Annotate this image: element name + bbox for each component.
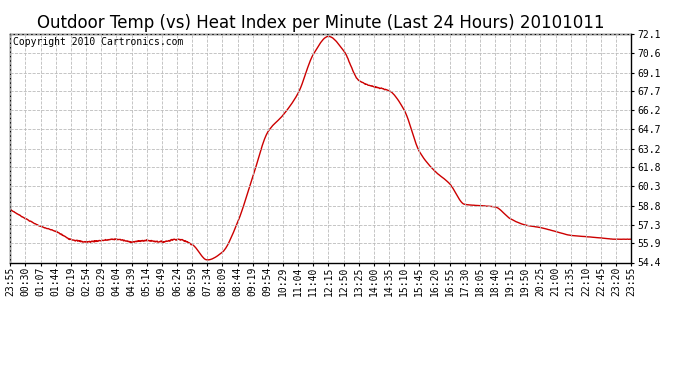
Text: Copyright 2010 Cartronics.com: Copyright 2010 Cartronics.com xyxy=(14,37,184,47)
Title: Outdoor Temp (vs) Heat Index per Minute (Last 24 Hours) 20101011: Outdoor Temp (vs) Heat Index per Minute … xyxy=(37,14,604,32)
